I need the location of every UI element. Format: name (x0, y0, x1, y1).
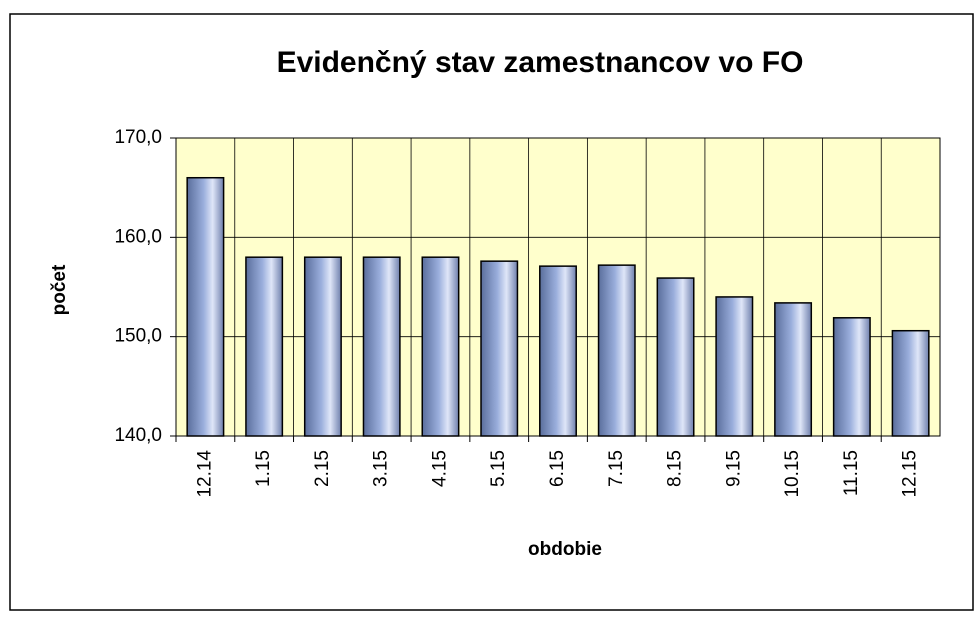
y-tick-label: 160,0 (114, 226, 162, 247)
x-tick-label: 9.15 (723, 450, 744, 487)
x-tick-label: 10.15 (782, 450, 803, 498)
y-axis-label: počet (49, 264, 70, 315)
x-tick-label: 6.15 (547, 450, 568, 487)
bar (715, 296, 754, 437)
y-tick-label: 140,0 (114, 425, 162, 446)
x-tick-label: 2.15 (312, 450, 333, 487)
x-tick-label: 4.15 (429, 450, 450, 487)
bar (774, 302, 813, 437)
x-tick-label: 5.15 (488, 450, 509, 487)
y-tick-label: 150,0 (114, 326, 162, 347)
x-tick-label: 1.15 (253, 450, 274, 487)
bar (656, 277, 695, 437)
x-tick-label: 7.15 (606, 450, 627, 487)
x-tick-label: 8.15 (665, 450, 686, 487)
x-tick-label: 3.15 (371, 450, 392, 487)
bar (186, 176, 225, 437)
bar (480, 260, 519, 437)
bar (891, 329, 930, 437)
y-tick-label: 170,0 (114, 127, 162, 148)
chart-title: Evidenčný stav zamestnancov vo FO (277, 46, 804, 79)
x-tick-label: 11.15 (841, 450, 862, 496)
bar (362, 256, 401, 437)
bar (597, 264, 636, 437)
bar (539, 265, 577, 437)
bar (832, 317, 871, 437)
x-tick-label: 12.14 (194, 450, 215, 498)
bar (245, 256, 284, 437)
bar (303, 256, 342, 437)
bar (421, 256, 460, 437)
x-tick-label: 12.15 (900, 450, 921, 498)
x-axis-label: obdobie (528, 539, 602, 560)
